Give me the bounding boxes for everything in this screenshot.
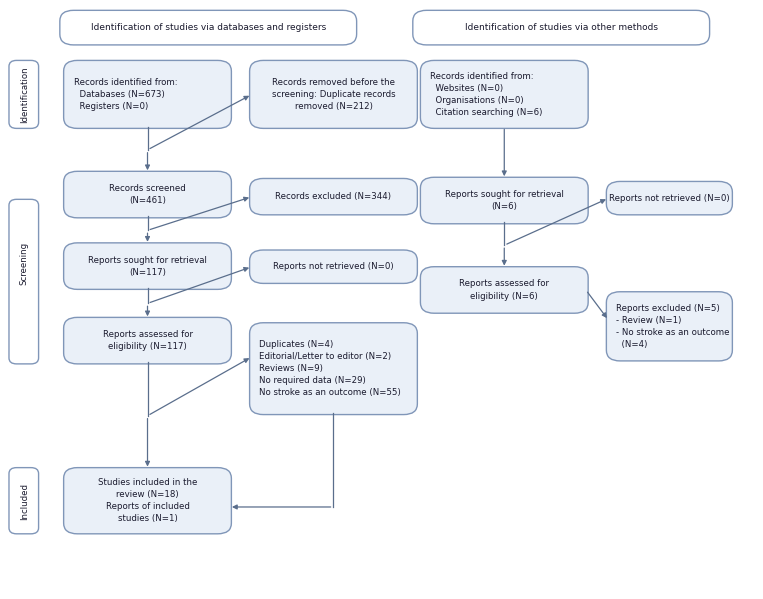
FancyBboxPatch shape (607, 292, 732, 361)
Text: Reports assessed for
eligibility (N=117): Reports assessed for eligibility (N=117) (102, 330, 192, 351)
FancyBboxPatch shape (250, 323, 417, 415)
FancyBboxPatch shape (9, 199, 39, 364)
FancyBboxPatch shape (607, 181, 732, 215)
Text: Records removed before the
screening: Duplicate records
removed (N=212): Records removed before the screening: Du… (272, 78, 395, 111)
Text: Identification: Identification (20, 66, 29, 123)
FancyBboxPatch shape (63, 468, 231, 534)
Text: Reports not retrieved (N=0): Reports not retrieved (N=0) (609, 193, 729, 202)
FancyBboxPatch shape (63, 243, 231, 289)
FancyBboxPatch shape (63, 171, 231, 218)
Text: Studies included in the
review (N=18)
Reports of included
studies (N=1): Studies included in the review (N=18) Re… (98, 478, 197, 524)
Text: Reports assessed for
eligibility (N=6): Reports assessed for eligibility (N=6) (459, 279, 549, 301)
Text: Duplicates (N=4)
Editorial/Letter to editor (N=2)
Reviews (N=9)
No required data: Duplicates (N=4) Editorial/Letter to edi… (259, 340, 401, 398)
FancyBboxPatch shape (250, 250, 417, 283)
FancyBboxPatch shape (63, 60, 231, 128)
Text: Records screened
(N=461): Records screened (N=461) (109, 184, 186, 205)
Text: Reports sought for retrieval
(N=6): Reports sought for retrieval (N=6) (445, 190, 564, 211)
FancyBboxPatch shape (60, 10, 356, 45)
Text: Identification of studies via other methods: Identification of studies via other meth… (465, 23, 658, 32)
FancyBboxPatch shape (250, 60, 417, 128)
Text: Included: Included (20, 483, 29, 519)
FancyBboxPatch shape (9, 60, 39, 128)
Text: Records excluded (N=344): Records excluded (N=344) (275, 192, 391, 201)
Text: Records identified from:
  Websites (N=0)
  Organisations (N=0)
  Citation searc: Records identified from: Websites (N=0) … (430, 72, 542, 117)
FancyBboxPatch shape (420, 177, 588, 224)
FancyBboxPatch shape (9, 468, 39, 534)
Text: Reports sought for retrieval
(N=117): Reports sought for retrieval (N=117) (88, 256, 207, 277)
Text: Screening: Screening (20, 242, 29, 285)
Text: Reports excluded (N=5)
- Review (N=1)
- No stroke as an outcome
  (N=4): Reports excluded (N=5) - Review (N=1) - … (617, 304, 729, 349)
FancyBboxPatch shape (420, 267, 588, 313)
FancyBboxPatch shape (413, 10, 710, 45)
Text: Records identified from:
  Databases (N=673)
  Registers (N=0): Records identified from: Databases (N=67… (73, 78, 177, 111)
Text: Reports not retrieved (N=0): Reports not retrieved (N=0) (273, 262, 394, 271)
FancyBboxPatch shape (420, 60, 588, 128)
FancyBboxPatch shape (63, 317, 231, 364)
Text: Identification of studies via databases and registers: Identification of studies via databases … (91, 23, 326, 32)
FancyBboxPatch shape (250, 179, 417, 215)
